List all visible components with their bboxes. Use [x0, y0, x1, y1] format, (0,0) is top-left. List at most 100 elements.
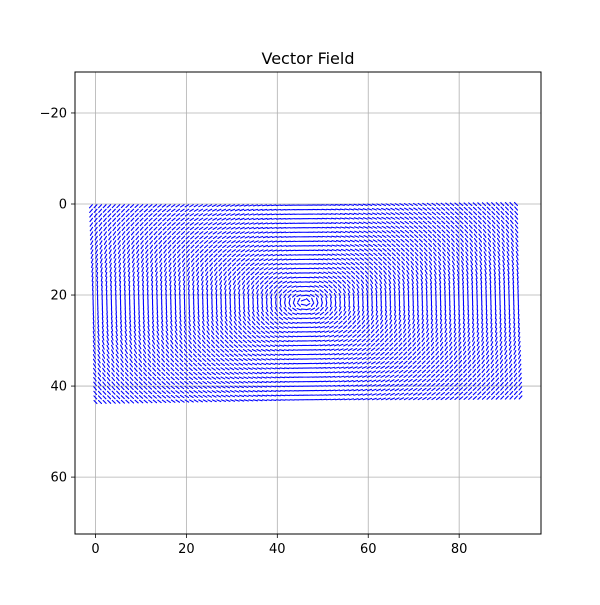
field-arrow [139, 313, 140, 317]
field-arrow [458, 288, 459, 292]
field-arrow [287, 259, 291, 260]
field-arrow [272, 209, 276, 210]
field-arrow [157, 313, 158, 317]
field-arrow [129, 286, 130, 290]
field-arrow [463, 288, 464, 292]
field-arrow [399, 306, 400, 310]
field-arrow [293, 327, 297, 328]
field-arrow [321, 354, 325, 355]
field-arrow [459, 310, 460, 314]
field-arrow [440, 288, 441, 292]
field-arrow [504, 287, 505, 291]
field-arrow [276, 377, 280, 378]
field-arrow [285, 298, 286, 302]
field-arrow [327, 205, 331, 206]
field-arrow [111, 318, 112, 322]
field-arrow [490, 283, 491, 287]
field-arrow [326, 377, 330, 378]
field-arrow [381, 293, 382, 297]
field-arrow [189, 290, 190, 294]
field-arrow [138, 286, 139, 290]
field-arrow [472, 288, 473, 292]
field-arrow [473, 315, 474, 319]
field-arrow [272, 219, 276, 220]
field-arrow [468, 315, 469, 319]
field-arrow [331, 395, 335, 396]
field-arrow [293, 341, 297, 342]
field-arrow [280, 298, 281, 302]
field-arrow [216, 294, 217, 298]
field-arrow [93, 318, 94, 322]
field-arrow [326, 386, 330, 387]
field-arrow [291, 259, 295, 260]
field-arrow [276, 400, 280, 401]
field-arrow [445, 288, 446, 292]
field-arrow [301, 304, 305, 305]
x-tick-label: 60 [360, 542, 377, 557]
field-arrow [98, 313, 99, 317]
field-arrow [331, 390, 335, 391]
field-arrow [321, 372, 325, 373]
field-arrow [287, 255, 291, 256]
y-tick-label: 20 [50, 289, 67, 304]
field-arrow [98, 318, 99, 322]
field-arrow [281, 391, 285, 392]
field-arrow [321, 377, 325, 378]
field-arrow [180, 308, 181, 312]
field-arrow [111, 286, 112, 290]
field-arrow [513, 283, 514, 287]
field-arrow [276, 382, 280, 383]
field-arrow [376, 307, 377, 311]
field-arrow [291, 255, 295, 256]
field-arrow [336, 209, 340, 210]
field-arrow [518, 319, 519, 323]
field-arrow [327, 214, 331, 215]
field-arrow [212, 308, 213, 312]
field-arrow [505, 319, 506, 323]
field-arrow [280, 368, 284, 369]
field-arrow [97, 286, 98, 290]
field-arrow [331, 209, 335, 210]
field-arrow [203, 308, 204, 312]
field-arrow [306, 313, 310, 314]
field-arrow [426, 288, 427, 292]
field-arrow [481, 288, 482, 292]
field-arrow [395, 306, 396, 310]
field-arrow [331, 386, 335, 387]
field-arrow [422, 311, 423, 315]
field-arrow [311, 331, 315, 332]
field-arrow [449, 288, 450, 292]
field-arrow [115, 286, 116, 290]
field-arrow [495, 283, 496, 287]
field-arrow [111, 313, 112, 317]
field-arrow [272, 205, 276, 206]
field-arrow [102, 286, 103, 290]
field-arrow [277, 228, 281, 229]
field-arrow [514, 314, 515, 318]
field-arrow [152, 290, 153, 294]
field-arrow [340, 302, 341, 306]
field-arrow [318, 245, 322, 246]
field-arrow [262, 303, 263, 307]
field-arrow [311, 336, 315, 337]
field-arrow [327, 236, 331, 237]
field-arrow [311, 327, 315, 328]
field-arrow [243, 294, 244, 298]
field-arrow [291, 268, 295, 269]
field-arrow [297, 323, 301, 324]
field-arrow [322, 223, 326, 224]
field-arrow [198, 290, 199, 294]
field-arrow [293, 332, 297, 333]
field-arrow [221, 308, 222, 312]
field-arrow [335, 302, 336, 306]
field-arrow [386, 306, 387, 310]
field-arrow [281, 228, 285, 229]
field-arrow [490, 288, 491, 292]
field-arrow [481, 283, 482, 287]
field-arrow [280, 372, 284, 373]
field-arrow [289, 341, 293, 342]
field-arrow [441, 311, 442, 315]
field-arrow [445, 311, 446, 315]
field-arrow [276, 395, 280, 396]
field-arrow [319, 254, 323, 255]
